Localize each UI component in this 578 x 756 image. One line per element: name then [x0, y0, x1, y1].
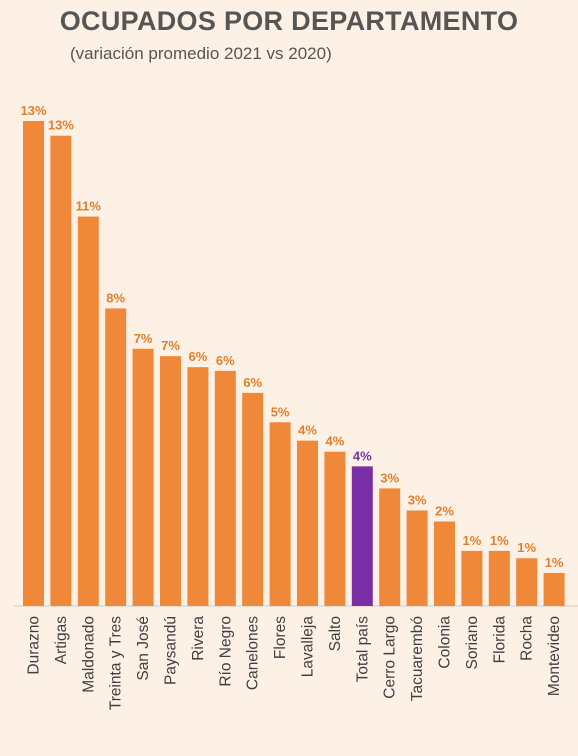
- category-label: Lavalleja: [300, 616, 317, 678]
- category-label: Artigas: [53, 616, 70, 664]
- bar-río-negro: [214, 370, 236, 606]
- value-label: 7%: [161, 338, 180, 353]
- chart-subtitle: (variación promedio 2021 vs 2020): [70, 44, 332, 63]
- bar-rivera: [187, 367, 209, 606]
- category-label: Cerro Largo: [382, 616, 399, 699]
- value-label: 8%: [106, 290, 125, 305]
- category-label: Rivera: [190, 616, 207, 661]
- category-label: Flores: [272, 616, 289, 659]
- value-label: 6%: [243, 375, 262, 390]
- category-label: Montevideo: [546, 616, 563, 696]
- value-label: 4%: [298, 423, 317, 438]
- bar-san-josé: [132, 348, 154, 606]
- value-label: 6%: [189, 349, 208, 364]
- value-label: 1%: [490, 533, 509, 548]
- bar-cerro-largo: [379, 488, 401, 606]
- bar-soriano: [461, 550, 483, 606]
- value-label: 7%: [134, 331, 153, 346]
- category-label: San José: [135, 616, 152, 681]
- bar-treinta-y-tres: [105, 308, 127, 606]
- value-label: 6%: [216, 353, 235, 368]
- category-label: Florida: [491, 616, 508, 664]
- value-label: 1%: [463, 533, 482, 548]
- bar-durazno: [23, 121, 44, 606]
- value-label: 5%: [271, 404, 290, 419]
- value-label: 4%: [326, 434, 345, 449]
- value-label: 4%: [353, 448, 372, 463]
- value-label: 2%: [435, 503, 454, 518]
- bar-paysandú: [160, 356, 181, 606]
- value-label: 13%: [20, 103, 46, 118]
- bar-artigas: [50, 135, 72, 607]
- category-label: Colonia: [437, 616, 454, 669]
- category-label: Paysandú: [163, 616, 180, 685]
- bar-florida: [488, 550, 510, 606]
- category-label: Soriano: [464, 616, 481, 669]
- bar-tacuarembó: [406, 510, 428, 606]
- bar-lavalleja: [297, 440, 318, 606]
- value-label: 1%: [517, 540, 536, 555]
- category-label: Tacuarembó: [409, 616, 426, 701]
- category-label: Río Negro: [217, 616, 234, 687]
- category-label: Salto: [327, 616, 344, 651]
- bar-maldonado: [77, 216, 99, 606]
- category-label: Treinta y Tres: [108, 616, 125, 710]
- bar-canelones: [242, 392, 264, 606]
- bar-salto: [324, 451, 346, 606]
- value-label: 3%: [408, 492, 427, 507]
- category-label: Maldonado: [80, 616, 97, 693]
- value-label: 3%: [380, 470, 399, 485]
- value-label: 13%: [48, 118, 74, 133]
- value-label: 11%: [76, 199, 102, 214]
- value-label: 1%: [545, 555, 564, 570]
- category-label: Rocha: [519, 616, 536, 661]
- bar-flores: [269, 422, 291, 606]
- bar-montevideo: [543, 572, 565, 606]
- category-label: Durazno: [26, 616, 43, 675]
- chart-title: OCUPADOS POR DEPARTAMENTO: [59, 6, 519, 36]
- category-label: Canelones: [245, 616, 262, 690]
- category-label: Total país: [354, 616, 371, 683]
- bar-total-país: [351, 466, 373, 606]
- bar-colonia: [434, 521, 455, 606]
- bar-rocha: [516, 558, 538, 606]
